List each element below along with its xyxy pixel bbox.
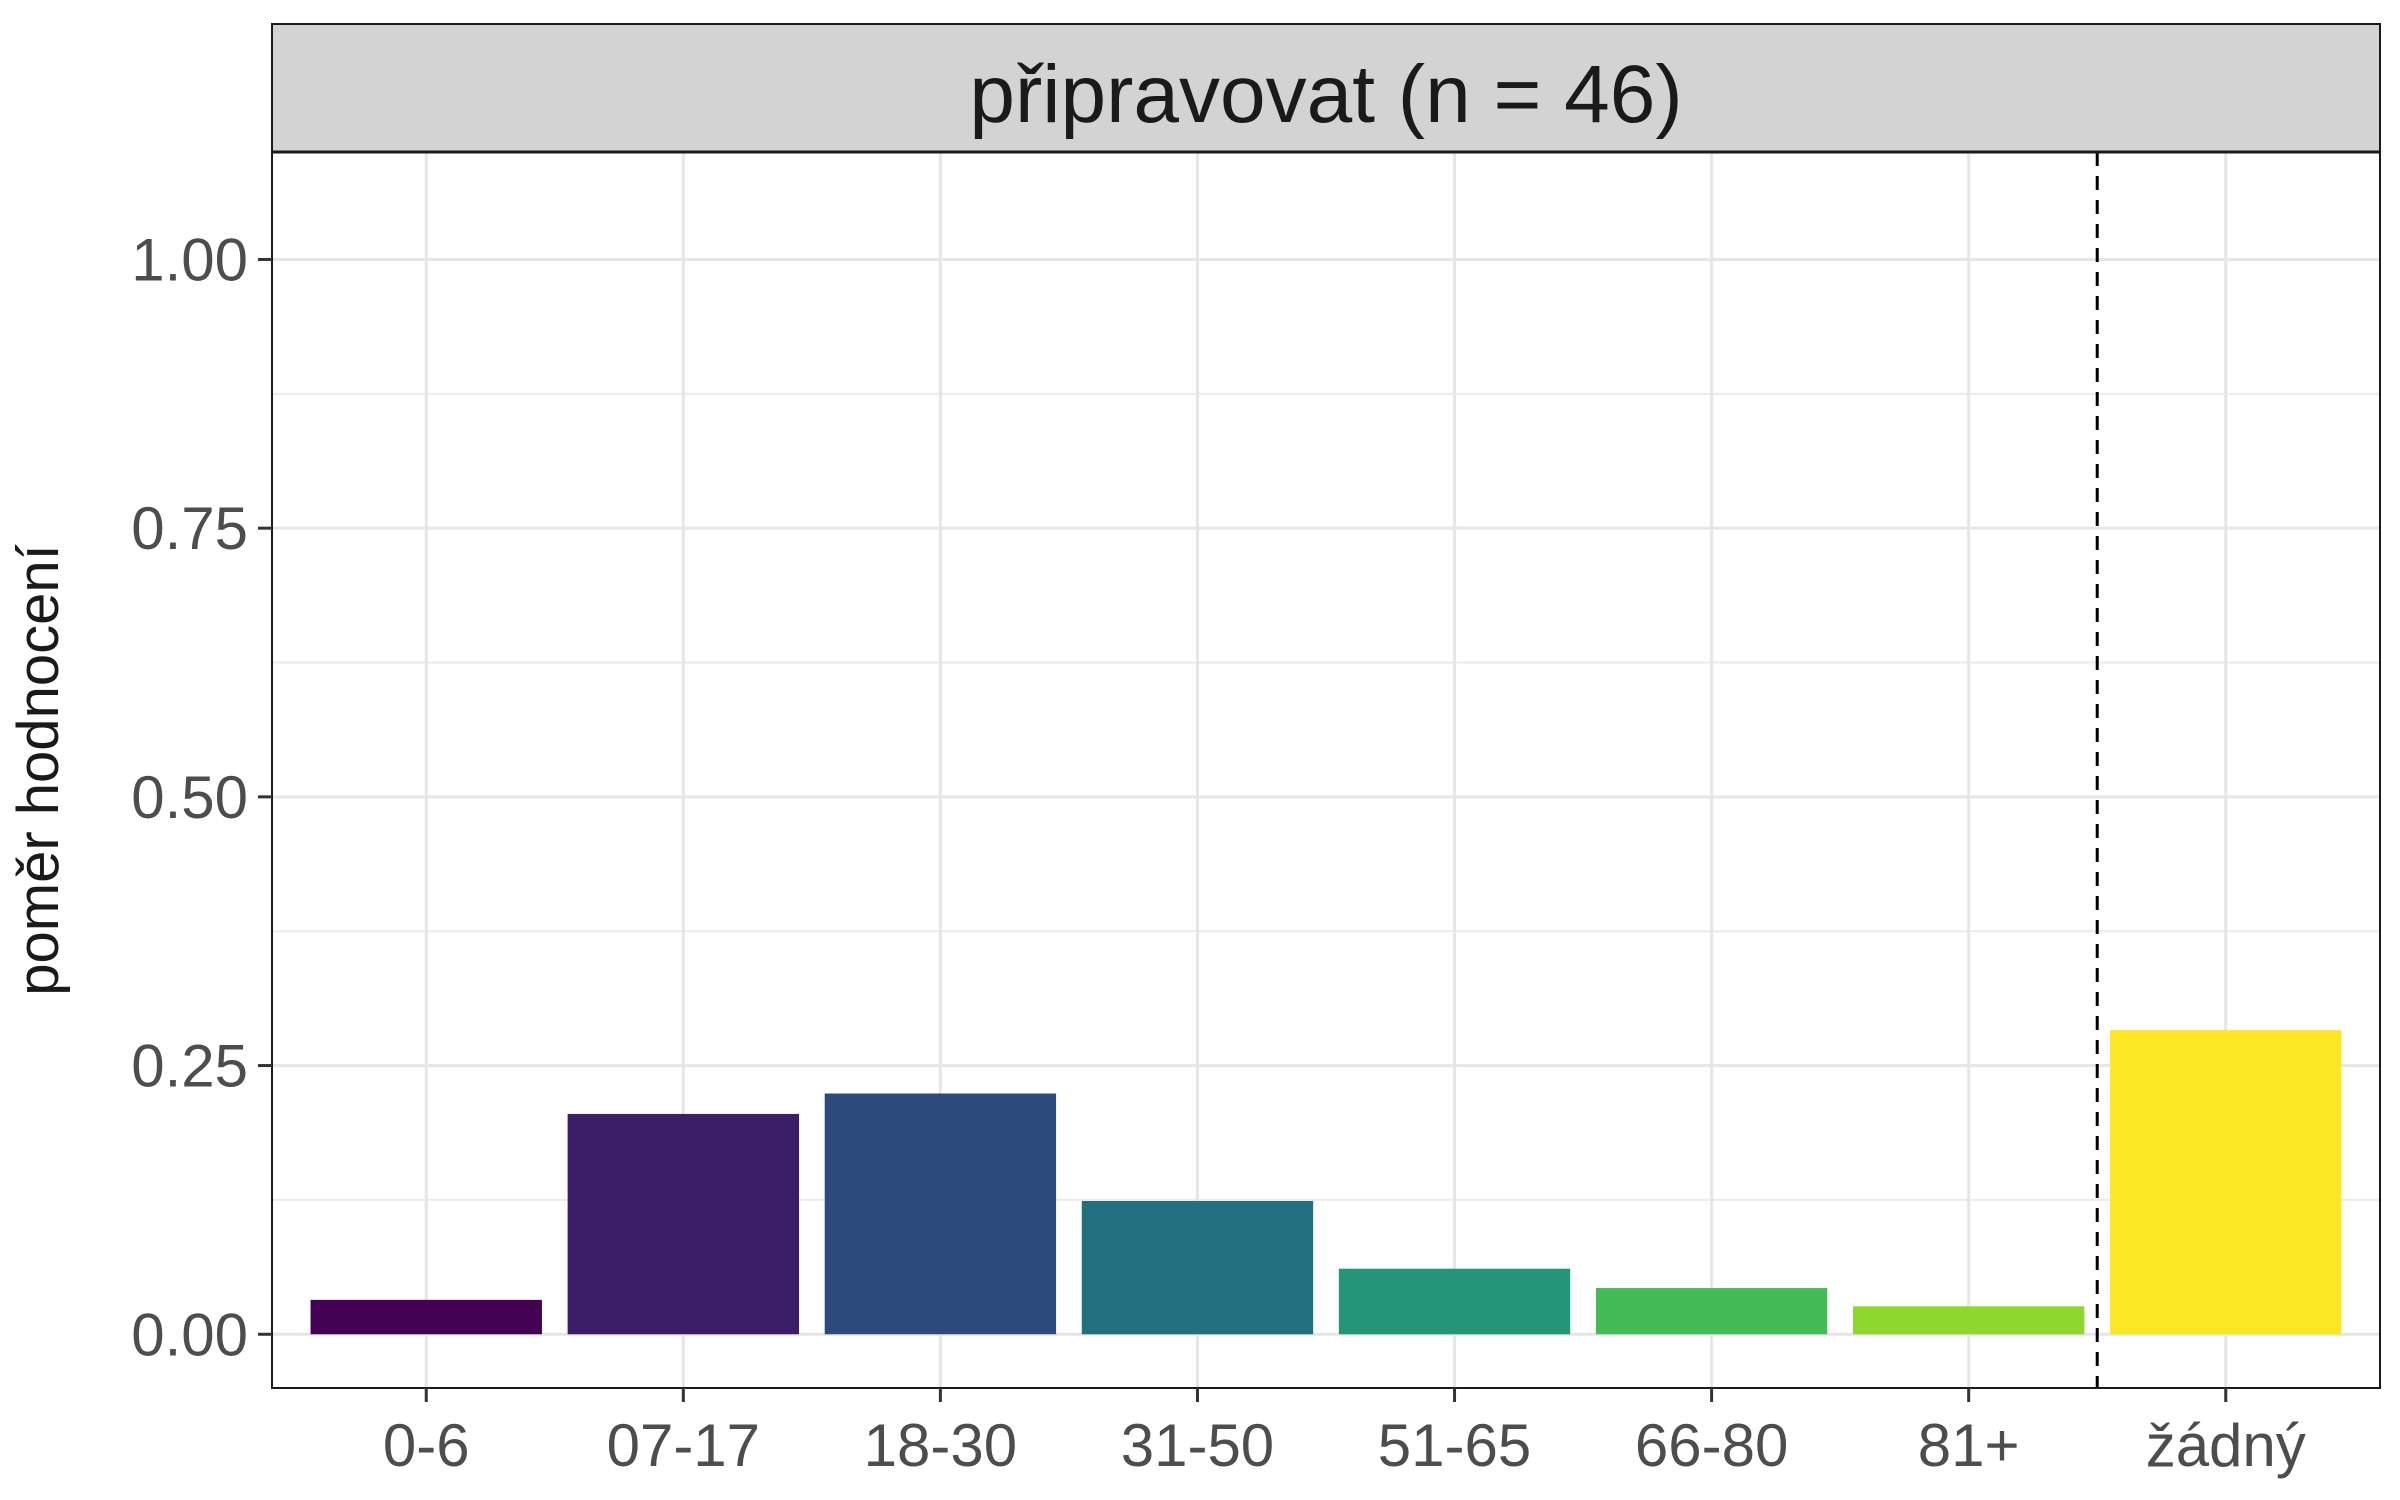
y-tick-label: 0.75 bbox=[131, 495, 248, 562]
bar-0-6 bbox=[310, 1299, 542, 1335]
x-tick-label: 18-30 bbox=[864, 1412, 1017, 1479]
x-tick-label: 66-80 bbox=[1635, 1412, 1788, 1479]
y-axis: 0.00 0.25 0.50 0.75 1.00 bbox=[131, 226, 272, 1368]
bars bbox=[310, 1030, 2342, 1335]
x-tick-label: 81+ bbox=[1918, 1412, 2020, 1479]
bar-81+ bbox=[1853, 1306, 2085, 1335]
facet-strip-title: připravovat (n = 46) bbox=[969, 49, 1682, 140]
y-tick-label: 1.00 bbox=[131, 226, 248, 293]
grid-lines bbox=[272, 152, 2380, 1388]
x-tick-label: žádný bbox=[2146, 1412, 2306, 1479]
bar-51-65 bbox=[1338, 1268, 1571, 1335]
bar-18-30 bbox=[824, 1093, 1057, 1335]
bar-66-80 bbox=[1595, 1288, 1828, 1335]
x-tick-label: 07-17 bbox=[607, 1412, 760, 1479]
x-tick-label: 31-50 bbox=[1121, 1412, 1274, 1479]
x-axis: 0-6 07-17 18-30 31-50 51-65 66-80 81+ žádný bbox=[383, 1388, 2306, 1479]
y-tick-label: 0.00 bbox=[131, 1301, 248, 1368]
x-tick-label: 0-6 bbox=[383, 1412, 470, 1479]
y-axis-title: poměr hodnocení bbox=[6, 544, 71, 995]
y-tick-label: 0.50 bbox=[131, 764, 248, 831]
bar-07-17 bbox=[567, 1113, 799, 1335]
facet-strip bbox=[271, 23, 2381, 153]
x-tick-label: 51-65 bbox=[1378, 1412, 1531, 1479]
bar-31-50 bbox=[1081, 1200, 1314, 1335]
bar-žádný bbox=[2110, 1030, 2342, 1335]
y-tick-label: 0.25 bbox=[131, 1033, 248, 1100]
